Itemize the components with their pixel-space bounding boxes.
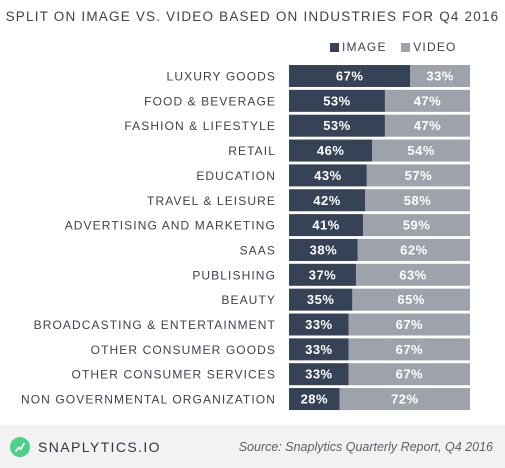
data-label-video: 62% (400, 242, 428, 257)
data-label-video: 57% (405, 168, 433, 183)
category-label: OTHER CONSUMER SERVICES (72, 368, 276, 382)
data-label-image: 38% (310, 242, 338, 257)
data-label-image: 33% (305, 342, 333, 357)
bar-image (289, 164, 367, 187)
data-label-video: 67% (396, 367, 424, 382)
legend-label-image: IMAGE (342, 40, 387, 54)
data-label-video: 72% (391, 392, 419, 407)
legend-swatch-video (401, 42, 411, 52)
category-label: RETAIL (228, 144, 276, 158)
bar-image (289, 139, 373, 162)
data-label-image: 42% (313, 193, 341, 208)
brand: SNAPLYTICS.IO (10, 436, 161, 457)
category-label: FASHION & LIFESTYLE (124, 119, 276, 133)
legend-item-image: IMAGE (330, 40, 387, 54)
category-label: SAAS (240, 243, 276, 257)
chart-legend: IMAGE VIDEO (330, 40, 467, 55)
bar-video (365, 189, 470, 212)
category-label: TRAVEL & LEISURE (147, 194, 276, 208)
bar-video (348, 313, 470, 336)
category-label: LUXURY GOODS (167, 70, 276, 84)
bar-video (348, 363, 470, 386)
footer: SNAPLYTICS.IO Source: Snaplytics Quarter… (0, 425, 505, 468)
data-label-video: 47% (414, 93, 442, 108)
data-label-image: 67% (336, 69, 364, 84)
bar-video (355, 263, 470, 286)
category-label: NON GOVERNMENTAL ORGANIZATION (21, 393, 276, 407)
snaplytics-logo-icon (10, 436, 30, 457)
legend-swatch-image (330, 42, 339, 52)
data-label-video: 33% (426, 69, 454, 84)
bar-video (339, 388, 470, 411)
chart-title: SPLIT ON IMAGE VS. VIDEO BASED ON INDUST… (5, 9, 500, 24)
bar-image (289, 114, 385, 137)
category-label: PUBLISHING (192, 268, 276, 282)
legend-label-video: VIDEO (413, 40, 457, 54)
stacked-bar-chart: LUXURY GOODS 67% 33% FOOD & BEVERAGE 53% 47% F… (21, 65, 470, 411)
data-label-image: 53% (323, 93, 351, 108)
bar-video (410, 65, 470, 87)
data-label-image: 35% (307, 292, 335, 307)
bar-image (289, 338, 349, 361)
bar-video (363, 214, 470, 237)
category-label: ADVERTISING AND MARKETING (65, 219, 276, 233)
data-label-video: 67% (396, 317, 424, 332)
bar-image (289, 313, 349, 336)
bar-image (289, 238, 358, 261)
category-label: BROADCASTING & ENTERTAINMENT (34, 318, 276, 332)
bar-video (372, 139, 470, 162)
data-label-image: 43% (314, 168, 342, 183)
bar-image (289, 263, 356, 286)
data-label-video: 54% (407, 143, 435, 158)
bar-image (289, 288, 353, 311)
bar-image (289, 65, 411, 87)
category-label: BEAUTY (221, 293, 276, 307)
bar-video (384, 114, 470, 137)
bar-video (357, 238, 470, 261)
data-label-video: 47% (414, 118, 442, 133)
bar-image (289, 189, 366, 212)
bar-video (348, 338, 470, 361)
data-label-image: 53% (323, 118, 351, 133)
source-note: Source: Snaplytics Quarterly Report, Q4 … (238, 439, 493, 454)
data-label-image: 46% (317, 143, 345, 158)
data-label-video: 63% (399, 267, 427, 282)
data-label-image: 41% (312, 218, 340, 233)
bar-image (289, 214, 364, 237)
bar-video (384, 89, 470, 112)
category-label: FOOD & BEVERAGE (144, 94, 276, 108)
data-label-video: 67% (396, 342, 424, 357)
data-label-image: 37% (309, 267, 337, 282)
data-label-video: 59% (403, 218, 431, 233)
data-label-video: 65% (397, 292, 425, 307)
bar-image (289, 89, 385, 112)
brand-name: SNAPLYTICS.IO (38, 438, 161, 455)
data-label-image: 33% (305, 367, 333, 382)
legend-item-video: VIDEO (401, 40, 456, 54)
data-label-image: 28% (301, 392, 329, 407)
data-label-image: 33% (305, 317, 333, 332)
bar-image (289, 363, 349, 386)
data-label-video: 58% (404, 193, 432, 208)
bar-video (352, 288, 470, 311)
category-label: EDUCATION (196, 169, 276, 183)
bar-image (289, 388, 340, 411)
category-label: OTHER CONSUMER GOODS (91, 343, 276, 357)
bar-video (366, 164, 470, 187)
